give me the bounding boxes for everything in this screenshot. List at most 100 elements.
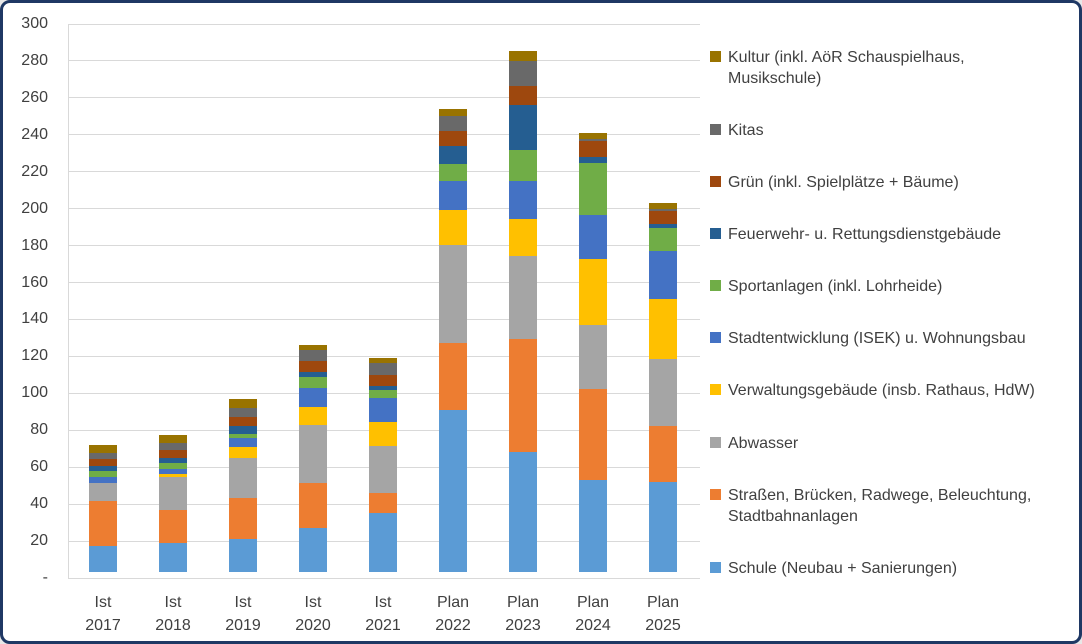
gridline	[68, 134, 700, 136]
gridline	[68, 208, 700, 210]
x-tick-line1: Plan	[436, 594, 470, 611]
x-tick-line1: Ist	[374, 594, 392, 611]
bar-segment	[509, 256, 537, 340]
bar-segment	[299, 349, 327, 361]
bar-segment	[369, 512, 397, 572]
bar-segment	[369, 363, 397, 376]
y-tick-label: 40	[30, 495, 48, 513]
legend-item: Sportanlagen (inkl. Lohrheide)	[710, 276, 1060, 297]
bar-segment	[89, 465, 117, 472]
bar-segment	[299, 425, 327, 484]
x-tick-line1: Plan	[506, 594, 540, 611]
gridline	[68, 245, 700, 247]
bar-segment	[439, 108, 467, 116]
bar-segment	[509, 219, 537, 257]
bar-segment	[89, 476, 117, 484]
x-tick-label: Ist 2018	[138, 591, 208, 637]
plot-area: - 20 40 60 80 100 120 140 160 180 200 220 240 260 280 3…	[3, 3, 1079, 641]
legend-label: Straßen, Brücken, Radwege, Beleuchtung, …	[728, 486, 1032, 525]
bar-segment	[299, 371, 327, 378]
y-tick-label: 60	[30, 458, 48, 476]
bar-segment	[89, 546, 117, 572]
bar-segment	[369, 390, 397, 398]
bar-segment	[649, 227, 677, 251]
legend-swatch	[710, 332, 721, 344]
bar-segment	[509, 104, 537, 151]
bar-segment	[299, 360, 327, 372]
bar-segment	[579, 163, 607, 215]
legend-swatch	[710, 176, 721, 188]
gridline	[68, 355, 700, 357]
y-tick-label: -	[42, 569, 48, 586]
y-tick-label: 200	[21, 199, 48, 217]
legend-item: Straßen, Brücken, Radwege, Beleuchtung, …	[710, 485, 1060, 527]
legend-swatch	[710, 228, 721, 240]
y-axis-line	[68, 24, 69, 578]
bar-segment	[369, 375, 397, 386]
bar-segment	[369, 445, 397, 493]
bar-segment	[649, 223, 677, 228]
bar-segment	[159, 474, 187, 477]
x-tick-label: Plan 2025	[628, 591, 698, 637]
bar-segment	[579, 214, 607, 260]
legend-swatch	[710, 280, 721, 292]
bar-segment	[509, 61, 537, 87]
legend-label: Stadtentwicklung (ISEK) u. Wohnungsbau	[728, 330, 1026, 348]
bar-segment	[159, 543, 187, 572]
bar-segment	[89, 444, 117, 453]
bar-segment	[299, 388, 327, 407]
bar-segment	[299, 527, 327, 572]
legend: Kultur (inkl. AöR Schauspielhaus, Musiks…	[710, 47, 1060, 579]
y-tick-label: 300	[21, 15, 48, 32]
x-tick-label: Ist 2020	[278, 591, 348, 637]
bar	[159, 435, 187, 572]
x-tick-label: Ist 2017	[68, 591, 138, 637]
bar-segment	[439, 210, 467, 246]
legend-label: Feuerwehr- u. Rettungsdienstgebäude	[728, 226, 1002, 244]
bar-segment	[159, 468, 187, 475]
gridline	[68, 282, 700, 284]
bar-segment	[509, 51, 537, 62]
bar-segment	[439, 115, 467, 131]
bar-segment	[579, 132, 607, 140]
legend-swatch	[710, 384, 721, 396]
bar-segment	[509, 181, 537, 220]
bar-segment	[299, 377, 327, 389]
y-tick-label: 260	[21, 88, 48, 106]
x-tick-line2: 2018	[155, 617, 191, 634]
gridline	[68, 60, 700, 62]
bar-segment	[229, 407, 257, 417]
bar-segment	[439, 343, 467, 410]
bar-segment	[159, 476, 187, 511]
legend-item: Verwaltungsgebäude (insb. Rathaus, HdW)	[710, 380, 1060, 401]
gridline	[68, 171, 700, 173]
bar-segment	[89, 471, 117, 477]
bar-segment	[579, 389, 607, 480]
x-tick-line1: Ist	[164, 594, 182, 611]
legend-item: Kitas	[710, 120, 1060, 141]
bar-segment	[159, 463, 187, 469]
bar-segment	[229, 498, 257, 539]
x-tick-label: Ist 2021	[348, 591, 418, 637]
y-tick-label: 280	[21, 51, 48, 69]
bar-segment	[579, 157, 607, 163]
legend-label: Verwaltungsgebäude (insb. Rathaus, HdW)	[728, 382, 1035, 400]
bar-segment	[369, 421, 397, 446]
bar-segment	[229, 416, 257, 427]
y-tick-label: 160	[21, 273, 48, 291]
y-tick-label: 180	[21, 236, 48, 254]
bar-segment	[579, 140, 607, 158]
x-tick-line1: Plan	[576, 594, 610, 611]
x-tick-line2: 2023	[505, 617, 541, 634]
legend-label: Schule (Neubau + Sanierungen)	[728, 559, 958, 577]
bar-segment	[229, 398, 257, 408]
y-tick-label: 80	[30, 421, 48, 439]
bar-segment	[649, 426, 677, 482]
bar-segment	[159, 435, 187, 443]
bar-segment	[439, 145, 467, 164]
bar	[509, 51, 537, 572]
bar-segment	[89, 452, 117, 460]
x-tick-line2: 2021	[365, 617, 401, 634]
gridline	[68, 97, 700, 99]
